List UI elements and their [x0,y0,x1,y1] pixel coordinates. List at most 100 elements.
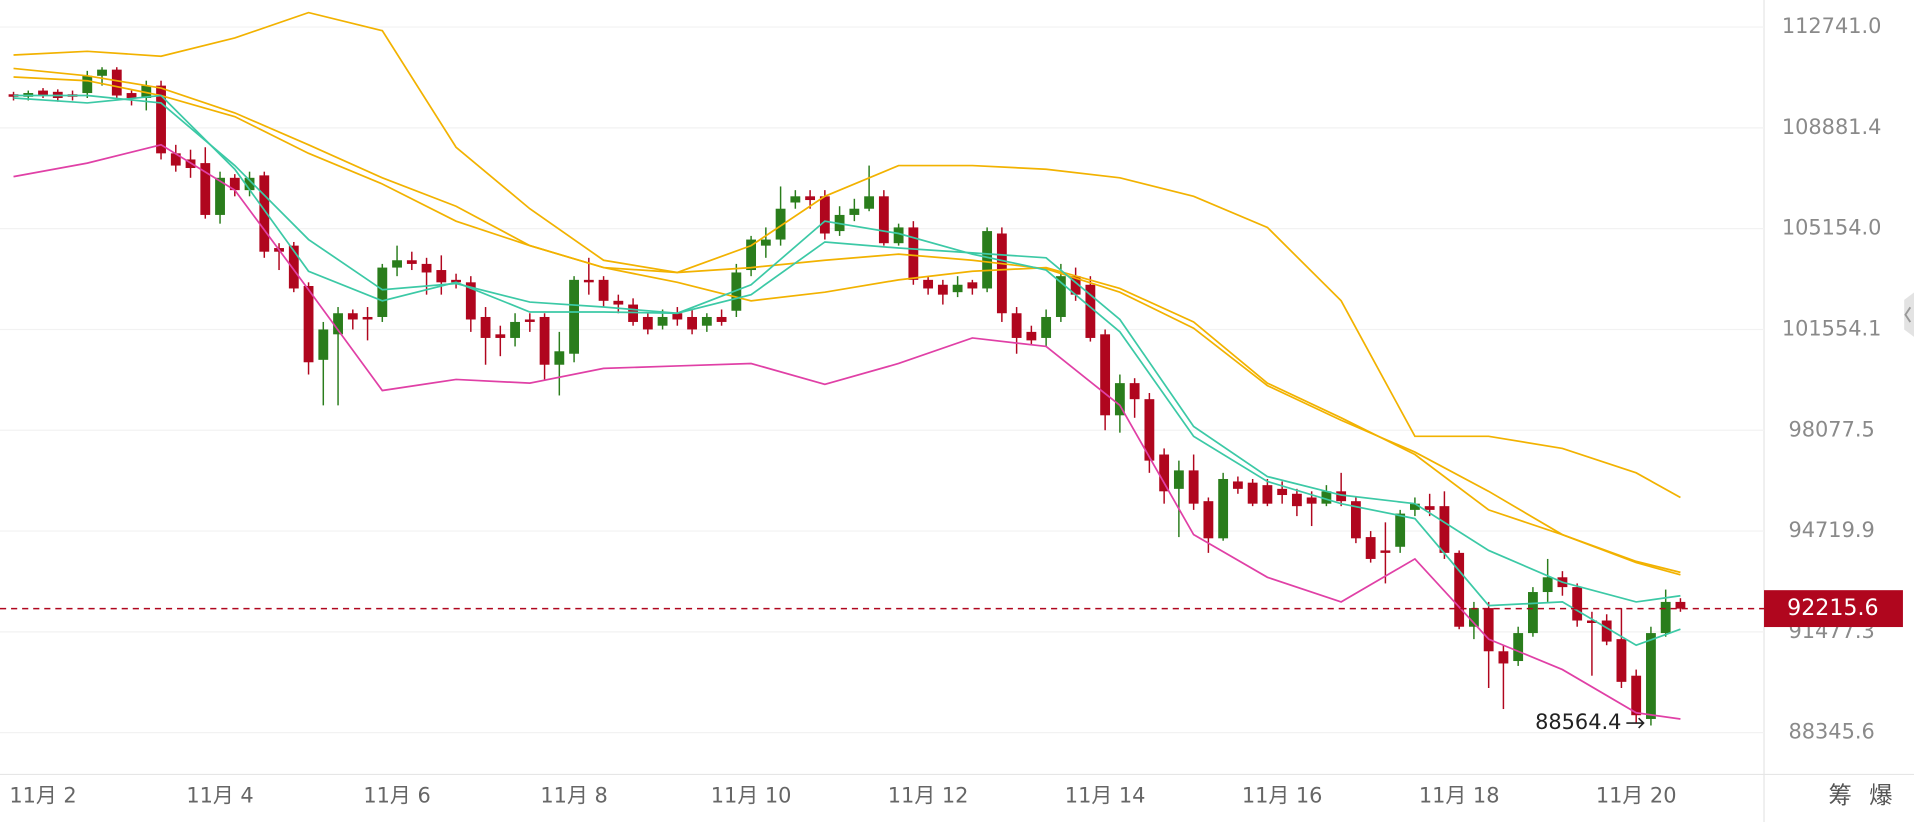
toolbar-button[interactable]: 爆 [1869,781,1892,809]
candle-body [421,263,432,273]
candle-body [1513,633,1524,662]
candle-body [1100,334,1111,416]
candle-body [613,300,624,305]
candle-body [1173,470,1184,489]
candle-body [1114,383,1125,416]
candle-body [156,85,166,154]
indicator-line [13,11,1681,499]
candle-body [126,93,137,98]
candle-body [937,284,948,295]
candle-body [716,316,727,322]
candle-body [1424,506,1435,510]
x-tick-label: 11月 16 [1242,784,1323,808]
candle-body [746,239,757,271]
candle-body [1055,276,1066,317]
candle-body [495,334,506,338]
candle-body [392,260,402,268]
candle-body [539,316,550,365]
y-tick-label: 105154.0 [1782,216,1882,240]
low-marker-arrow [1626,717,1645,729]
candle-body [1454,552,1465,627]
candle-body [1528,592,1538,634]
candle-body [82,75,93,94]
candle-body [1011,313,1022,338]
candle-body [819,196,830,234]
candle-body [1026,331,1037,341]
candle-body [598,279,609,301]
candle-body [1572,587,1583,621]
candle-body [1468,608,1479,627]
candle-body [1660,601,1671,634]
candle-body [451,279,461,283]
candle-body [1321,491,1332,504]
candle-body [377,267,388,317]
candle-body [1159,454,1170,492]
side-handle[interactable] [1904,292,1914,337]
candle-body [701,316,712,326]
y-tick-label: 112741.0 [1782,14,1882,38]
candle-body [996,233,1007,314]
candle-body [1483,608,1494,652]
candle-body [1616,639,1627,682]
candle-body [731,272,742,311]
candle-body [170,153,181,166]
candle-body [893,227,904,244]
candle-body [524,319,535,322]
low-marker-label: 88564.4 [1535,710,1621,734]
candle-body [687,316,698,330]
candle-body [952,284,963,293]
x-tick-label: 11月 20 [1596,784,1677,808]
candle-body [1395,513,1406,547]
candle-body [642,316,653,330]
candle-body [229,177,240,191]
candle-body [1336,491,1347,502]
candle-body [480,316,491,338]
indicator-line [13,94,1681,647]
x-tick-label: 11月 12 [888,784,969,808]
candle-body [1232,481,1243,489]
toolbar-button[interactable]: 筹 [1829,781,1852,809]
candle-body [288,245,299,289]
candle-body [923,279,934,289]
candle-body [908,227,919,280]
candle-body [1409,503,1420,510]
candle-body [38,90,48,96]
x-tick-label: 11月 18 [1419,784,1500,808]
x-tick-label: 11月 10 [711,784,792,808]
candle-body [1587,620,1597,624]
candle-body [967,282,978,289]
candle-body [1085,284,1096,338]
candle-body [864,196,875,209]
x-tick-label: 11月 14 [1065,784,1146,808]
candle-body [1675,601,1686,609]
candle-body [672,313,683,320]
candle-body [878,196,889,244]
candle-body [775,208,786,240]
candle-body [657,316,668,326]
y-tick-label: 101554.1 [1782,316,1882,340]
candle-body [1247,482,1258,504]
candle-body [347,313,358,320]
candle-body [1439,506,1450,553]
candle-body [1291,493,1302,507]
candle-body [510,321,520,338]
candle-body [1631,675,1642,716]
candle-body [1365,537,1376,559]
candle-body [1542,577,1553,593]
x-tick-label: 11月 4 [186,784,253,808]
candle-body [244,177,255,191]
x-tick-label: 11月 2 [9,784,76,808]
y-tick-label: 98077.5 [1788,417,1874,441]
candle-body [215,177,225,215]
candle-body [406,260,417,264]
y-tick-label: 88345.6 [1788,720,1874,744]
candle-body [1277,488,1288,496]
candle-body [1646,633,1656,719]
candle-body [1498,651,1509,664]
indicator-line [13,94,1681,603]
candle-body [1306,497,1317,504]
candle-body [465,282,476,320]
candle-body [259,175,270,252]
